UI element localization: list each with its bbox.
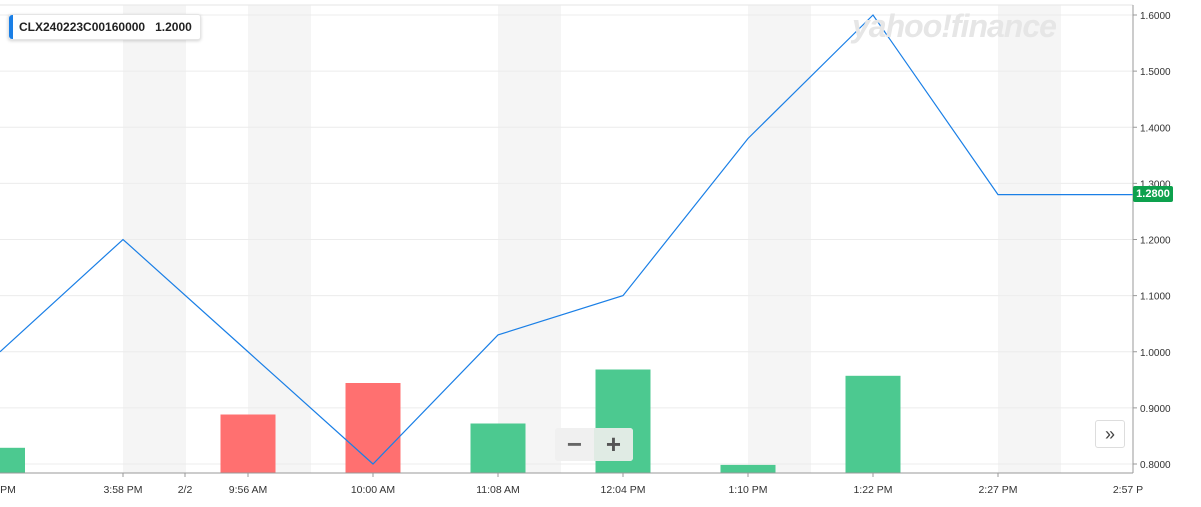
x-tick-label: 2/2 [178,484,193,496]
x-tick-label: 12:04 PM [601,484,646,496]
y-tick-label: 1.5000 [1140,67,1171,78]
y-tick-label: 1.0000 [1140,348,1171,359]
price-line [0,14,1133,465]
legend-badge: CLX240223C00160000 1.2000 [8,14,201,40]
zoom-in-button[interactable]: + [594,428,633,461]
last-price-tag: 1.2800 [1133,186,1173,202]
zoom-out-button[interactable]: − [566,429,583,459]
y-tick-label: 1.1000 [1140,292,1171,303]
volume-bar [470,423,526,473]
x-tick-label: 3:58 PM [103,484,142,496]
volume-bar [0,447,25,473]
x-tick-label: 2:27 PM [978,484,1017,496]
volume-bar [720,464,776,473]
x-tick-label: 1:22 PM [853,484,892,496]
volume-bar [845,375,901,473]
volume-bar [220,414,276,473]
x-tick-label: 1:10 PM [728,484,767,496]
y-tick-label: 1.6000 [1140,11,1171,22]
y-tick-label: 0.8000 [1140,460,1171,471]
x-tick-label: 11:08 AM [476,484,520,496]
x-tick-label: 10:00 AM [351,484,395,496]
zoom-controls: − + [555,428,633,461]
y-tick-label: 1.3000 [1140,179,1171,190]
legend-symbol: CLX240223C00160000 [19,20,146,34]
y-tick-label: 0.9000 [1140,404,1171,415]
x-tick-label: 2:57 P [1113,484,1143,496]
volume-bar [345,383,401,473]
x-tick-label: PM [0,484,16,496]
y-tick-label: 1.2000 [1140,236,1171,247]
legend-value: 1.2000 [155,20,192,34]
x-tick-label: 9:56 AM [229,484,268,496]
y-tick-label: 1.4000 [1140,123,1171,134]
yahoo-finance-watermark: yahoo!finance [852,8,1057,44]
scroll-forward-button[interactable]: » [1095,420,1125,448]
series-swatch [9,15,13,39]
